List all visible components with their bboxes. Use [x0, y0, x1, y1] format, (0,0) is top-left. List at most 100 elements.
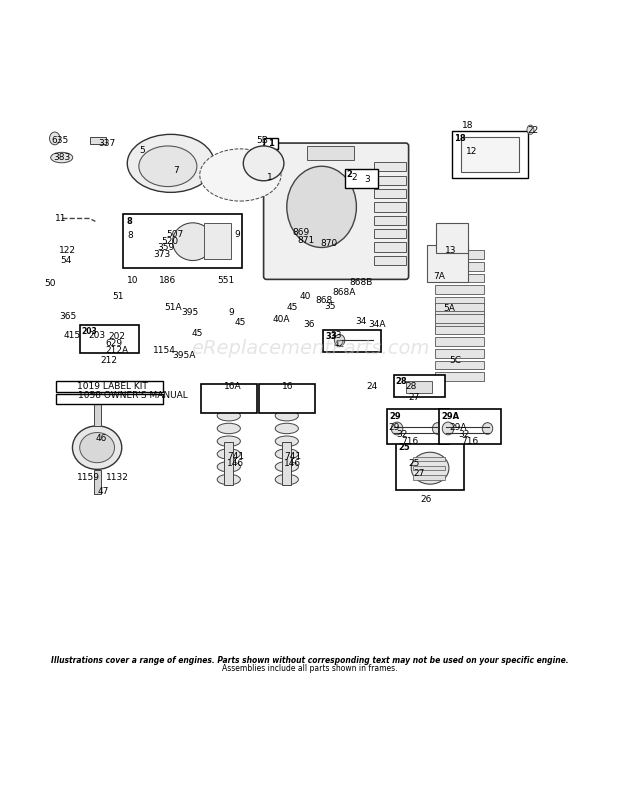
Text: 7A: 7A [433, 272, 445, 281]
Text: 42: 42 [333, 340, 345, 349]
Text: 45: 45 [234, 319, 246, 327]
Ellipse shape [50, 132, 60, 144]
Text: 395A: 395A [172, 352, 195, 360]
Text: 45: 45 [287, 303, 298, 312]
Text: 415: 415 [63, 331, 81, 340]
Ellipse shape [139, 146, 197, 187]
Text: 28: 28 [405, 382, 417, 391]
Text: 36: 36 [303, 319, 314, 329]
Bar [414, 466, 445, 470]
Bar [94, 388, 100, 425]
Ellipse shape [127, 134, 215, 192]
Bar [435, 274, 484, 283]
Bar [435, 309, 484, 317]
Text: 203: 203 [81, 327, 97, 336]
Text: 16A: 16A [224, 382, 242, 391]
Bar [259, 384, 314, 413]
Text: 25: 25 [409, 458, 420, 468]
Bar [427, 245, 467, 283]
Bar [435, 262, 484, 271]
Text: 18: 18 [462, 121, 474, 130]
Text: 51: 51 [113, 292, 124, 301]
Bar [324, 330, 381, 352]
Bar [56, 382, 163, 392]
Text: 741: 741 [227, 452, 244, 461]
Bar [264, 138, 278, 149]
Text: 51A: 51A [164, 303, 182, 312]
Ellipse shape [442, 422, 454, 435]
Text: eReplacementParts.com: eReplacementParts.com [191, 339, 429, 359]
Text: 1: 1 [268, 139, 273, 148]
Text: 47: 47 [97, 487, 108, 495]
Bar [374, 256, 405, 265]
Bar [80, 325, 139, 353]
Text: 359: 359 [157, 243, 175, 252]
Text: 24: 24 [367, 382, 378, 391]
Ellipse shape [411, 452, 449, 484]
Text: Illustrations cover a range of engines. Parts shown without corresponding text m: Illustrations cover a range of engines. … [51, 656, 569, 665]
Bar [435, 338, 484, 346]
Text: 868B: 868B [350, 278, 373, 287]
Bar [414, 476, 445, 480]
Text: 146: 146 [284, 459, 301, 469]
Text: 383: 383 [53, 153, 71, 162]
Text: 45: 45 [192, 330, 203, 338]
Text: 1132: 1132 [106, 473, 129, 482]
Bar [387, 409, 450, 444]
Ellipse shape [275, 436, 298, 447]
Ellipse shape [217, 411, 241, 421]
Text: 868: 868 [316, 297, 333, 305]
Text: 32: 32 [396, 429, 407, 439]
Bar [414, 457, 445, 461]
Bar [435, 314, 484, 323]
Bar [94, 469, 100, 494]
Text: 337: 337 [98, 139, 115, 148]
Text: 10: 10 [127, 276, 139, 285]
Text: 202: 202 [108, 332, 126, 341]
Ellipse shape [482, 422, 493, 434]
Text: 54: 54 [61, 257, 72, 265]
Bar [435, 349, 484, 358]
Text: 11: 11 [55, 214, 66, 223]
Text: 16: 16 [282, 382, 294, 391]
Text: 27: 27 [414, 469, 425, 478]
Text: 635: 635 [52, 136, 69, 144]
Text: 22: 22 [528, 126, 539, 135]
Text: 29: 29 [389, 411, 401, 421]
Bar [224, 442, 233, 485]
Bar [435, 372, 484, 381]
Ellipse shape [275, 462, 298, 472]
Bar [89, 137, 106, 144]
Bar [374, 162, 405, 171]
Bar [435, 285, 484, 294]
Ellipse shape [391, 422, 403, 435]
Ellipse shape [334, 334, 345, 346]
Text: 40A: 40A [272, 316, 290, 324]
Text: 18: 18 [454, 133, 466, 143]
Text: 5B: 5B [257, 136, 268, 144]
Text: 741: 741 [284, 452, 301, 461]
Text: 27: 27 [409, 392, 420, 402]
Bar [345, 169, 378, 188]
Text: 212: 212 [100, 356, 117, 365]
Text: 9: 9 [229, 308, 234, 317]
Ellipse shape [275, 449, 298, 459]
Text: 8: 8 [127, 232, 133, 240]
Text: 551: 551 [217, 276, 234, 285]
Bar [396, 440, 464, 490]
Text: 40: 40 [299, 292, 311, 301]
Bar [435, 360, 484, 369]
Ellipse shape [200, 149, 281, 201]
Text: 1159: 1159 [77, 473, 100, 482]
Ellipse shape [243, 146, 284, 181]
Text: 1019 LABEL KIT: 1019 LABEL KIT [77, 382, 148, 391]
Bar [405, 381, 432, 392]
Text: 373: 373 [153, 250, 170, 259]
Bar [205, 223, 231, 259]
Ellipse shape [287, 166, 356, 247]
Text: 8: 8 [126, 217, 132, 226]
Bar [374, 216, 405, 225]
Bar [374, 203, 405, 211]
Text: 7: 7 [174, 166, 179, 175]
Text: 869: 869 [293, 228, 310, 238]
